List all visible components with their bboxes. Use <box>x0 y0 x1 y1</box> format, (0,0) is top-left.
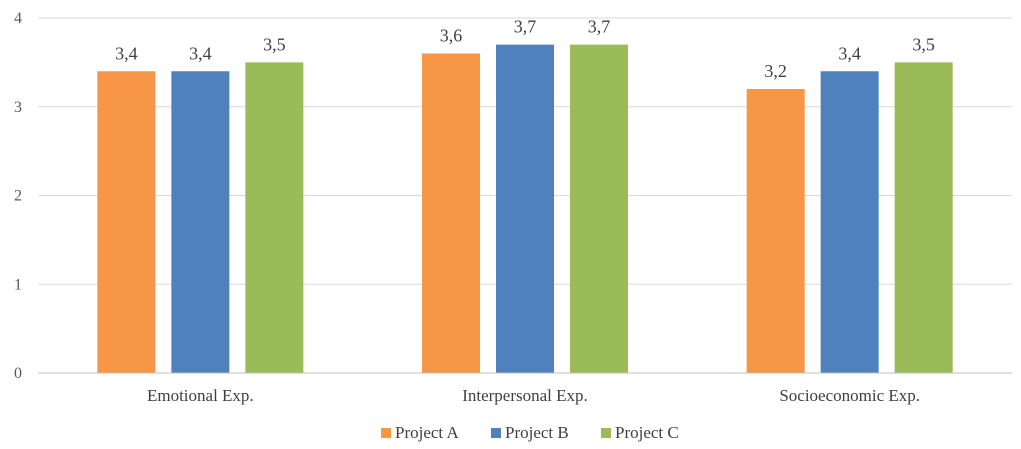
y-tick-label: 1 <box>14 276 22 293</box>
y-tick-label: 2 <box>14 188 22 205</box>
bar <box>894 62 953 373</box>
data-label: 3,4 <box>838 43 861 63</box>
data-label: 3,5 <box>263 34 286 54</box>
legend-label: Project C <box>615 423 679 442</box>
x-axis: Emotional Exp. Interpersonal Exp. Socioeco… <box>38 372 1012 405</box>
data-label: 3,2 <box>764 61 787 81</box>
x-tick-label: Emotional Exp. <box>147 386 254 405</box>
data-label: 3,5 <box>912 34 935 54</box>
bar <box>245 62 304 373</box>
data-labels: 3,4 3,4 3,5 3,6 3,7 3,7 3,2 3,4 3,5 <box>115 17 935 81</box>
data-label: 3,4 <box>115 43 138 63</box>
legend-swatch <box>601 428 611 438</box>
y-tick-label: 4 <box>14 10 22 27</box>
bars <box>97 44 953 373</box>
bar <box>570 44 628 373</box>
data-label: 3,6 <box>440 26 463 46</box>
bar <box>97 71 156 373</box>
bar <box>746 89 805 373</box>
y-axis: 0 1 2 3 4 <box>14 10 22 382</box>
bar <box>422 53 480 373</box>
x-tick-label: Socioeconomic Exp. <box>779 386 920 405</box>
data-label: 3,4 <box>189 43 212 63</box>
bar <box>171 71 230 373</box>
legend: Project A Project B Project C <box>381 423 679 442</box>
bar <box>820 71 879 373</box>
legend-label: Project B <box>505 423 569 442</box>
legend-swatch <box>491 428 501 438</box>
bar <box>496 44 554 373</box>
x-tick-label: Interpersonal Exp. <box>462 386 588 405</box>
data-label: 3,7 <box>588 17 611 37</box>
data-label: 3,7 <box>514 17 537 37</box>
y-tick-label: 3 <box>14 99 22 116</box>
legend-swatch <box>381 428 391 438</box>
y-tick-label: 0 <box>14 365 22 382</box>
legend-label: Project A <box>395 423 459 442</box>
